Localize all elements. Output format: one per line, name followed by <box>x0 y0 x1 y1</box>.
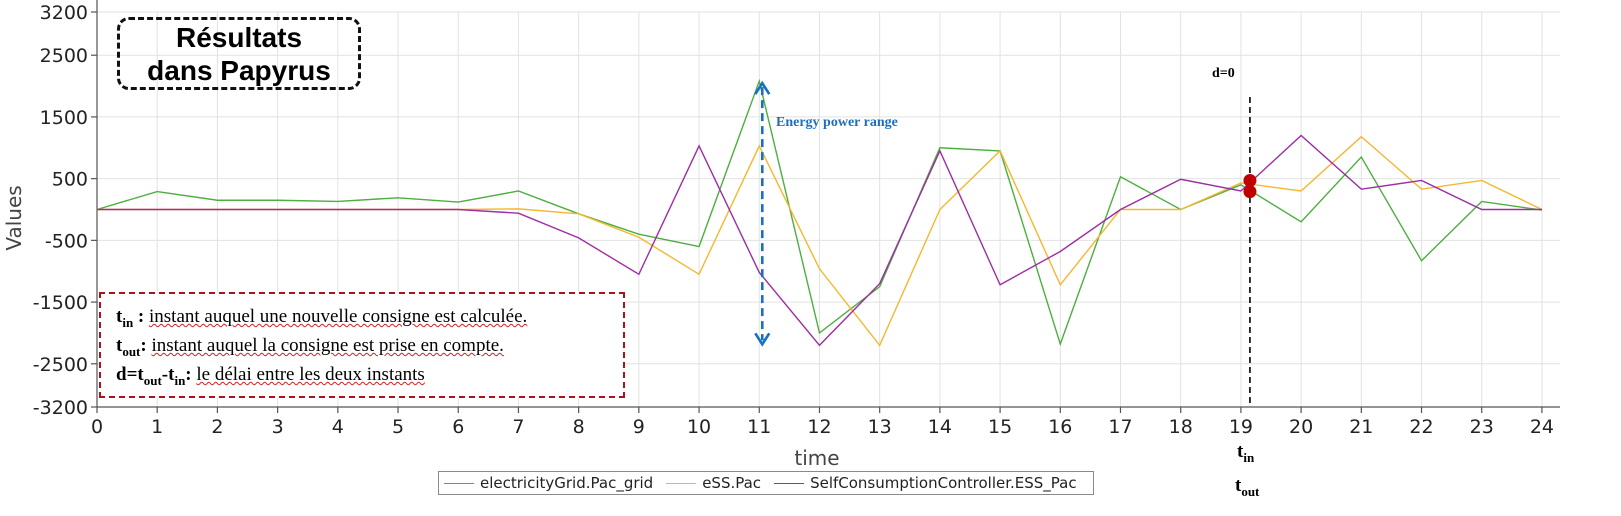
legend-swatch-controller <box>774 482 805 484</box>
x-tick-label: 22 <box>1409 416 1433 438</box>
x-tick-label: 4 <box>332 416 344 438</box>
x-tick-label: 15 <box>988 416 1012 438</box>
x-tick-label: 18 <box>1169 416 1193 438</box>
x-tick-label: 17 <box>1108 416 1132 438</box>
y-tick-label: -500 <box>45 230 88 252</box>
y-axis-title: Values <box>2 185 26 250</box>
t-out-label: tout <box>1235 475 1260 499</box>
x-tick-label: 3 <box>272 416 284 438</box>
legend-label-controller: SelfConsumptionController.ESS_Pac <box>810 474 1077 492</box>
energy-range-label: Energy power range <box>776 115 898 130</box>
series-layer <box>96 78 1543 347</box>
y-tick-label: -2500 <box>33 354 88 376</box>
energy-range-arrowhead-bottom <box>754 332 771 347</box>
legend-item-grid[interactable]: electricityGrid.Pac_grid <box>444 474 653 492</box>
x-tick-label: 19 <box>1229 416 1253 438</box>
title-line-1: Résultats <box>175 21 303 53</box>
definition-t-out: tout: instant auquel la consigne est pri… <box>116 335 504 359</box>
legend-item-controller[interactable]: SelfConsumptionController.ESS_Pac <box>774 474 1077 492</box>
x-tick-label: 1 <box>151 416 163 438</box>
definitions-box: tin : instant auquel une nouvelle consig… <box>99 292 625 398</box>
x-tick-label: 11 <box>747 416 771 438</box>
event-marker-dot <box>1243 173 1257 187</box>
x-tick-label: 9 <box>633 416 645 438</box>
x-tick-label: 20 <box>1289 416 1313 438</box>
x-tick-label: 13 <box>868 416 892 438</box>
t-in-label: tin <box>1237 441 1255 465</box>
x-tick-label: 21 <box>1349 416 1373 438</box>
delay-label: d=0 <box>1212 66 1235 81</box>
y-tick-label: 1500 <box>40 107 88 129</box>
series-line-controller <box>97 134 1542 347</box>
x-tick-label: 5 <box>392 416 404 438</box>
legend: electricityGrid.Pac_grid eSS.Pac SelfCon… <box>438 471 1094 495</box>
x-tick-label: 14 <box>928 416 952 438</box>
y-tick-label: -1500 <box>33 292 88 314</box>
y-tick-label: 2500 <box>40 45 88 67</box>
y-tick-label: 3200 <box>40 2 88 24</box>
x-tick-label: 12 <box>807 416 831 438</box>
title-box: Résultats dans Papyrus <box>117 17 361 90</box>
x-tick-label: 6 <box>452 416 464 438</box>
x-tick-label: 16 <box>1048 416 1072 438</box>
x-tick-label: 10 <box>687 416 711 438</box>
x-axis-title: time <box>794 446 839 470</box>
x-tick-label: 7 <box>512 416 524 438</box>
y-tick-label: 500 <box>52 169 88 191</box>
title-line-2: dans Papyrus <box>147 54 331 86</box>
x-tick-label: 24 <box>1530 416 1554 438</box>
series-line-grid <box>96 78 1543 347</box>
y-tick-label: -3200 <box>33 397 88 419</box>
annotations <box>754 80 1257 407</box>
legend-label-grid: electricityGrid.Pac_grid <box>480 474 654 492</box>
definition-t-in: tin : instant auquel une nouvelle consig… <box>116 306 528 330</box>
x-tick-label: 0 <box>91 416 103 438</box>
energy-range-arrowhead-top <box>754 80 771 95</box>
legend-label-ess: eSS.Pac <box>702 474 762 492</box>
x-tick-label: 23 <box>1470 416 1494 438</box>
event-marker-dot <box>1243 185 1257 199</box>
legend-swatch-ess <box>666 482 697 484</box>
definition-d: d=tout-tin: le délai entre les deux inst… <box>116 364 425 388</box>
x-tick-label: 8 <box>573 416 585 438</box>
legend-swatch-grid <box>444 482 474 484</box>
legend-item-ess[interactable]: eSS.Pac <box>666 474 761 492</box>
x-tick-label: 2 <box>211 416 223 438</box>
